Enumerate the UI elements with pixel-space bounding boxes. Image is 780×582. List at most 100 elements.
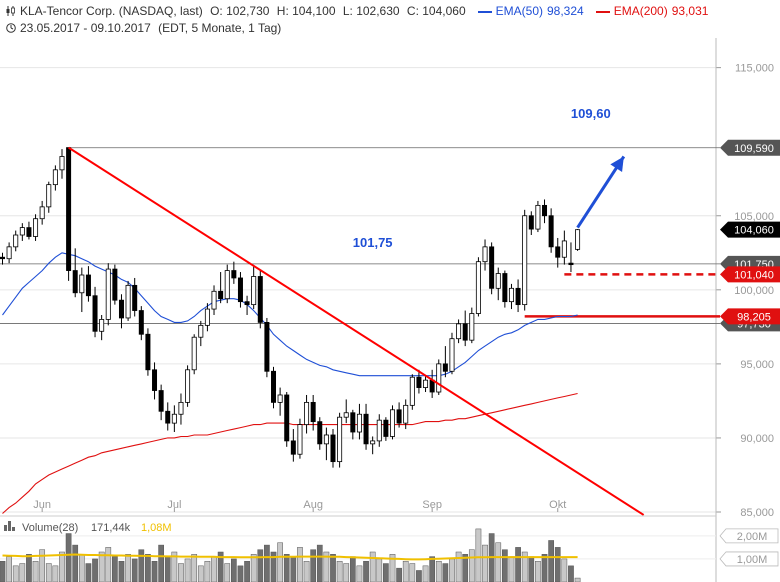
ema200-value: 93,031 bbox=[671, 4, 709, 18]
volume-bar bbox=[39, 549, 46, 582]
x-tick-label: Sep bbox=[422, 499, 442, 511]
volume-bar bbox=[422, 565, 429, 582]
date-range: 23.05.2017 - 09.10.2017 bbox=[20, 21, 151, 35]
price-box-label: 109,590 bbox=[734, 143, 774, 155]
candle bbox=[409, 374, 415, 410]
ema200-line bbox=[2, 392, 578, 514]
candle bbox=[185, 365, 191, 407]
candle-body bbox=[389, 409, 395, 437]
candle-body bbox=[132, 284, 138, 311]
candle-body bbox=[350, 412, 356, 433]
candle-body bbox=[79, 274, 85, 294]
candle-body bbox=[462, 323, 468, 341]
volume-bar bbox=[45, 563, 52, 582]
volume-bar bbox=[65, 533, 72, 582]
candle-body bbox=[423, 379, 429, 388]
candle bbox=[370, 436, 376, 455]
volume-bar bbox=[125, 554, 131, 582]
volume-bar bbox=[145, 554, 151, 582]
candle bbox=[297, 418, 303, 459]
candle-body bbox=[277, 394, 283, 403]
volume-bar bbox=[323, 551, 330, 582]
volume-bar bbox=[468, 549, 475, 582]
volume-bar bbox=[277, 542, 283, 582]
candle bbox=[112, 264, 118, 305]
volume-bar bbox=[191, 554, 198, 582]
candle-body bbox=[363, 413, 369, 445]
candle bbox=[13, 230, 19, 252]
candle bbox=[462, 310, 468, 347]
volume-bar bbox=[455, 551, 462, 582]
volume-bar bbox=[303, 560, 310, 582]
candle-body bbox=[105, 268, 111, 320]
price-box-bg bbox=[720, 266, 780, 283]
candle bbox=[19, 223, 25, 241]
candle bbox=[423, 375, 429, 393]
candle-body bbox=[19, 227, 25, 236]
volume-bar bbox=[105, 547, 112, 582]
volume-bar bbox=[178, 563, 184, 582]
candle bbox=[271, 366, 277, 409]
ema50-swatch bbox=[477, 10, 492, 13]
candle-body bbox=[99, 319, 105, 332]
volume-bar bbox=[158, 544, 164, 582]
y-tick-label: 100,000 bbox=[734, 285, 774, 297]
volume-bar bbox=[231, 558, 237, 582]
volume-tick-bg bbox=[719, 551, 779, 567]
volume-bar bbox=[138, 549, 145, 582]
candle bbox=[350, 409, 356, 440]
volume-tick-box: 2,00M bbox=[719, 528, 779, 544]
candle-body bbox=[59, 156, 65, 171]
volume-bar bbox=[270, 551, 277, 582]
candle bbox=[555, 237, 561, 268]
candle-body bbox=[310, 401, 316, 423]
candle bbox=[191, 334, 197, 375]
candle-body bbox=[515, 287, 521, 306]
candle-body bbox=[436, 363, 442, 393]
candle-body bbox=[112, 268, 118, 301]
candle bbox=[251, 266, 257, 310]
volume-bar bbox=[211, 556, 217, 582]
candle-body bbox=[191, 336, 197, 371]
candle bbox=[396, 402, 402, 428]
candle bbox=[46, 181, 52, 213]
trendline bbox=[68, 146, 645, 516]
candle bbox=[284, 392, 290, 447]
candle bbox=[231, 261, 237, 284]
low-value: L: 102,630 bbox=[342, 4, 400, 18]
candle bbox=[218, 272, 224, 304]
volume-bar bbox=[244, 560, 250, 582]
candle-body bbox=[198, 324, 204, 338]
candle-body bbox=[271, 370, 277, 403]
candle bbox=[403, 399, 409, 430]
candle bbox=[138, 306, 144, 341]
candle bbox=[363, 403, 369, 450]
candle-body bbox=[204, 308, 210, 326]
volume-bar bbox=[396, 567, 402, 582]
x-tick-label: Okt bbox=[549, 499, 566, 511]
volume-bar bbox=[515, 547, 521, 582]
candle-body bbox=[343, 412, 349, 418]
candle bbox=[456, 319, 462, 344]
candle bbox=[389, 405, 395, 440]
volume-bar bbox=[197, 565, 204, 582]
volume-bar bbox=[283, 554, 290, 582]
candle-body bbox=[442, 363, 448, 372]
volume-bar bbox=[151, 560, 158, 582]
volume-bar bbox=[568, 565, 574, 582]
candle bbox=[204, 303, 210, 332]
target-arrow bbox=[576, 155, 626, 229]
candle bbox=[522, 209, 528, 311]
volume-tick-box: 1,00M bbox=[719, 551, 779, 567]
price-box-bg bbox=[720, 139, 780, 156]
volume-bar bbox=[535, 560, 541, 582]
candle bbox=[542, 199, 548, 224]
volume-bar bbox=[508, 556, 515, 582]
price-box: 98,205 bbox=[720, 308, 780, 325]
volume-bar bbox=[52, 565, 59, 582]
candle-body bbox=[575, 229, 581, 250]
candle bbox=[105, 263, 111, 326]
candle-body bbox=[370, 440, 376, 445]
volume-bar bbox=[92, 558, 98, 582]
